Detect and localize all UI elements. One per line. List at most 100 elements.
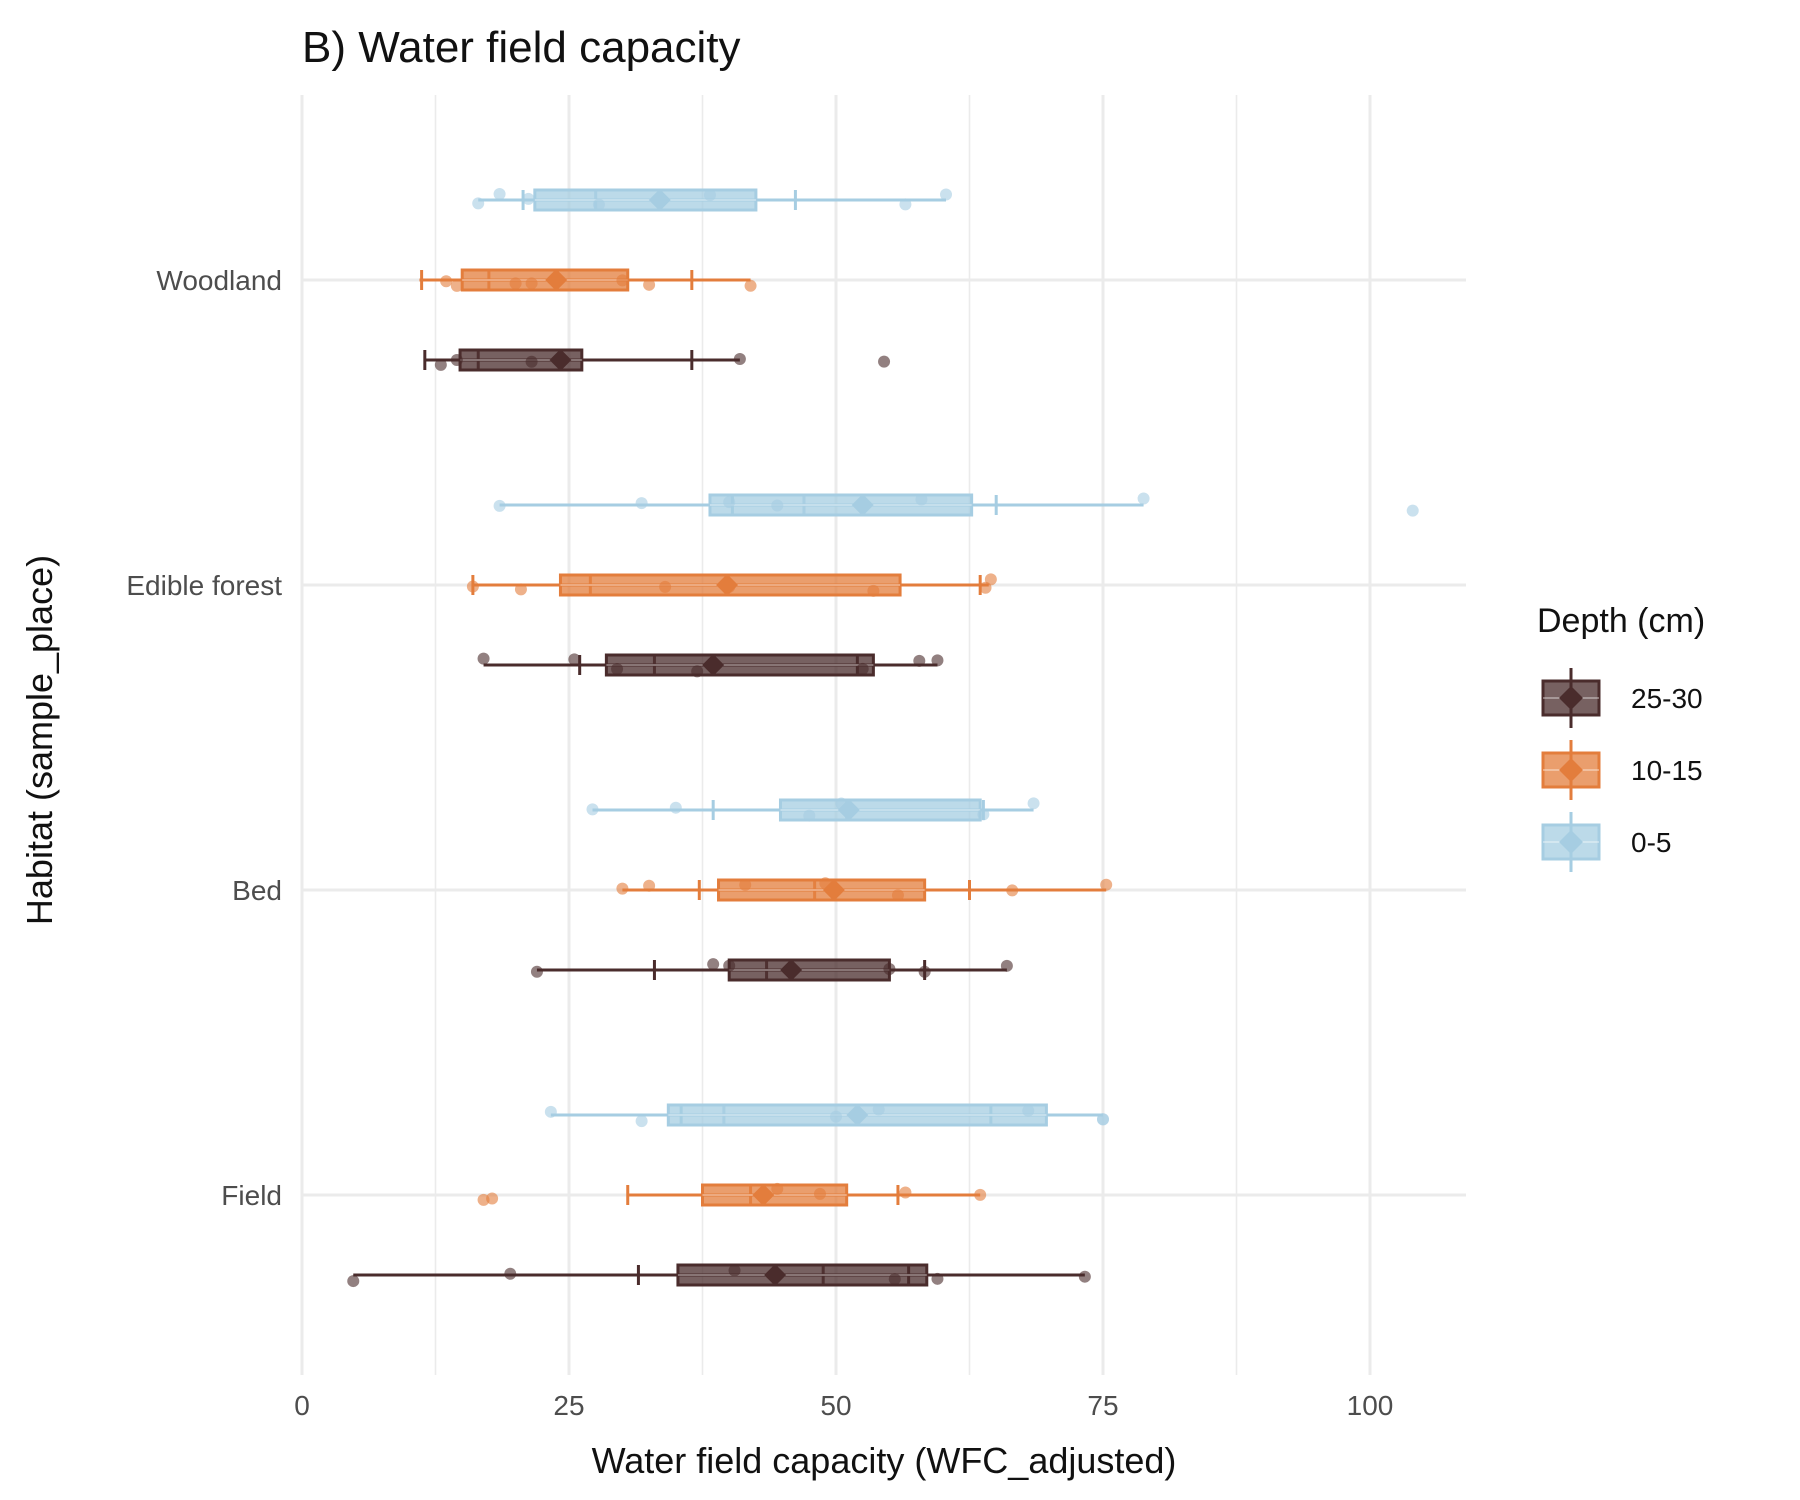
x-tick-label: 25 xyxy=(553,1390,584,1421)
data-point xyxy=(440,275,453,288)
group-bed xyxy=(530,958,1013,982)
legend-label: 25-30 xyxy=(1631,683,1703,714)
data-point xyxy=(918,965,931,978)
mean-marker xyxy=(549,349,572,371)
data-point xyxy=(728,1264,741,1277)
data-point xyxy=(974,1188,987,1201)
data-point xyxy=(347,1275,360,1288)
data-point xyxy=(984,573,997,586)
data-point xyxy=(899,1186,912,1199)
y-tick-label: Edible forest xyxy=(126,570,282,601)
data-point xyxy=(878,355,891,368)
data-point xyxy=(856,662,869,675)
data-point xyxy=(723,959,736,972)
legend: Depth (cm) 25-30 10-15 0-5 xyxy=(1537,602,1705,872)
box xyxy=(604,653,875,677)
data-point xyxy=(1078,1270,1091,1283)
data-point xyxy=(733,352,746,365)
data-point xyxy=(1000,959,1013,972)
data-point xyxy=(915,493,928,506)
chart-title: B) Water field capacity xyxy=(302,23,741,72)
data-point xyxy=(739,878,752,891)
data-point xyxy=(616,882,629,895)
data-point xyxy=(525,355,538,368)
y-tick-label: Bed xyxy=(232,875,282,906)
data-point xyxy=(568,653,581,666)
y-axis-title: Habitat (sample_place) xyxy=(19,555,60,925)
data-point xyxy=(611,663,624,676)
data-point xyxy=(867,584,880,597)
x-tick-label: 0 xyxy=(294,1390,310,1421)
data-point xyxy=(616,274,629,287)
data-point xyxy=(635,1115,648,1128)
legend-title: Depth (cm) xyxy=(1537,602,1705,640)
mean-marker xyxy=(716,574,739,596)
data-point xyxy=(891,889,904,902)
data-point xyxy=(723,496,736,509)
series-0-5 xyxy=(472,188,1419,1128)
plot-marks xyxy=(347,188,1419,1288)
legend-label: 0-5 xyxy=(1631,827,1671,858)
data-point xyxy=(466,580,479,593)
group-edible-forest xyxy=(493,492,1419,517)
group-woodland xyxy=(419,268,757,292)
data-point xyxy=(493,188,506,201)
legend-entry-0-5: 0-5 xyxy=(1541,812,1671,872)
data-point xyxy=(940,188,953,201)
box xyxy=(533,188,758,212)
data-point xyxy=(450,279,463,292)
mean-marker xyxy=(846,1104,869,1126)
mean-marker xyxy=(752,1184,775,1206)
data-point xyxy=(514,583,527,596)
data-point xyxy=(659,580,672,593)
x-axis-title: Water field capacity (WFC_adjusted) xyxy=(592,1440,1177,1481)
data-point xyxy=(703,189,716,202)
data-point xyxy=(803,809,816,822)
group-woodland xyxy=(472,188,953,212)
mean-marker xyxy=(702,654,725,676)
data-point xyxy=(1027,797,1040,810)
legend-entry-10-15: 10-15 xyxy=(1541,740,1703,800)
data-point xyxy=(888,1273,901,1286)
x-tick-label: 50 xyxy=(820,1390,851,1421)
group-woodland xyxy=(423,348,891,372)
data-point xyxy=(691,665,704,678)
data-point xyxy=(977,808,990,821)
data-point xyxy=(493,499,506,512)
data-point xyxy=(1406,504,1419,517)
data-point xyxy=(771,499,784,512)
data-point xyxy=(931,1272,944,1285)
group-bed xyxy=(586,797,1040,822)
data-point xyxy=(669,801,682,814)
data-point xyxy=(899,198,912,211)
data-point xyxy=(434,358,447,371)
group-field xyxy=(544,1103,1109,1128)
data-point xyxy=(1022,1104,1035,1117)
group-field xyxy=(477,1182,987,1207)
group-bed xyxy=(616,877,1113,902)
legend-key-diamond xyxy=(1559,686,1583,710)
data-point xyxy=(883,963,896,976)
data-point xyxy=(643,278,656,291)
data-point xyxy=(643,879,656,892)
data-point xyxy=(450,353,463,366)
group-edible-forest xyxy=(477,652,944,678)
data-point xyxy=(486,1192,499,1205)
data-point xyxy=(1137,492,1150,505)
group-field xyxy=(347,1263,1091,1288)
y-tick-label: Woodland xyxy=(156,265,282,296)
mean-marker xyxy=(764,1264,787,1286)
data-point xyxy=(586,803,599,816)
data-point xyxy=(931,654,944,667)
data-point xyxy=(592,198,605,211)
data-point xyxy=(472,197,485,210)
x-tick-label: 100 xyxy=(1347,1390,1394,1421)
data-point xyxy=(509,277,522,290)
data-point xyxy=(813,1187,826,1200)
data-point xyxy=(830,1110,842,1123)
y-axis: Woodland Edible forest Bed Field xyxy=(126,265,282,1211)
series-25-30 xyxy=(347,348,1091,1288)
data-point xyxy=(504,1267,517,1280)
data-point xyxy=(1097,1113,1109,1126)
data-point xyxy=(635,497,648,510)
